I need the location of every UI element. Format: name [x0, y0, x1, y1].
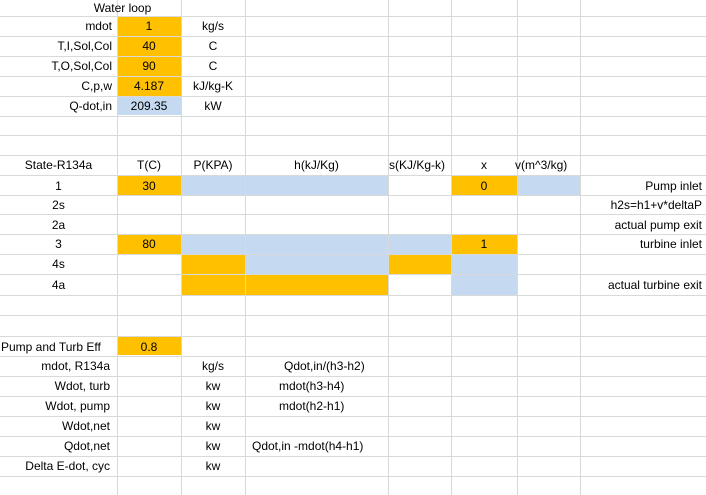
- cell-fill: [117, 337, 181, 355]
- water-unit: kW: [204, 99, 222, 113]
- state-note: turbine inlet: [639, 237, 702, 251]
- state-note: actual turbine exit: [607, 278, 702, 292]
- result-unit: kw: [205, 459, 221, 473]
- cell-fill: [117, 176, 181, 196]
- water-label: mdot: [85, 19, 112, 33]
- cell-fill: [388, 254, 451, 274]
- result-formula: Qdot,in/(h3-h2): [284, 359, 365, 373]
- state-label: 4s: [52, 257, 65, 271]
- efficiency-value-cell[interactable]: 0.8: [140, 340, 158, 354]
- state-x-cell[interactable]: 1: [480, 237, 488, 251]
- water-value-cell[interactable]: 40: [142, 39, 156, 53]
- cell-fill: [517, 176, 580, 196]
- table-header: h(kJ/Kg): [294, 158, 339, 172]
- water-unit: C: [208, 39, 218, 53]
- water-value-cell[interactable]: 1: [145, 19, 153, 33]
- state-T-cell[interactable]: 30: [142, 179, 156, 193]
- result-label: Wdot,net: [61, 419, 110, 433]
- water-value-cell[interactable]: 90: [142, 59, 156, 73]
- water-label: Q-dot,in: [69, 99, 112, 113]
- table-header: P(KPA): [193, 158, 233, 172]
- result-label: Qdot,net: [63, 439, 110, 453]
- cell-fill: [245, 274, 388, 295]
- water-unit: kg/s: [201, 19, 224, 33]
- water-value-cell[interactable]: 209.35: [130, 99, 168, 113]
- table-header: T(C): [137, 158, 161, 172]
- water-unit: C: [208, 59, 218, 73]
- cell-fill: [451, 176, 517, 196]
- state-note: actual pump exit: [614, 218, 702, 232]
- state-note: h2s=h1+v*deltaP: [610, 198, 702, 212]
- state-T-cell[interactable]: 80: [142, 237, 156, 251]
- result-formula: Qdot,in -mdot(h4-h1): [252, 439, 364, 453]
- result-formula: mdot(h3-h4): [279, 379, 345, 393]
- table-header: x: [481, 158, 487, 172]
- table-header: State-R134a: [24, 158, 93, 172]
- water-unit: kJ/kg-K: [192, 79, 233, 93]
- efficiency-label: Pump and Turb Eff: [1, 340, 101, 354]
- table-header: v(m^3/kg): [515, 158, 568, 172]
- table-header: s(KJ/Kg-k): [389, 158, 446, 172]
- cell-fill: [245, 254, 388, 274]
- result-unit: kw: [205, 419, 221, 433]
- water-loop-title: Water loop: [93, 1, 152, 15]
- state-label: 4a: [51, 278, 66, 292]
- state-label: 2s: [52, 198, 65, 212]
- cell-fill: [181, 176, 388, 196]
- result-unit: kw: [205, 379, 221, 393]
- result-label: Wdot, turb: [54, 379, 110, 393]
- cell-fill: [451, 234, 517, 254]
- state-label: 3: [55, 237, 62, 251]
- water-label: T,O,Sol,Col: [51, 59, 112, 73]
- state-x-cell[interactable]: 0: [480, 179, 488, 193]
- result-label: Wdot, pump: [45, 399, 110, 413]
- result-label: mdot, R134a: [41, 359, 110, 373]
- result-formula: mdot(h2-h1): [279, 399, 345, 413]
- result-label: Delta E-dot, cyc: [25, 459, 110, 473]
- state-label: 2a: [51, 218, 66, 232]
- cell-fill: [181, 234, 451, 254]
- state-label: 1: [55, 179, 62, 193]
- cell-fill: [117, 234, 181, 254]
- state-note: Pump inlet: [645, 179, 702, 193]
- cell-fill: [117, 97, 181, 115]
- water-value-cell[interactable]: 4.187: [133, 79, 165, 93]
- water-label: T,I,Sol,Col: [57, 39, 112, 53]
- water-label: C,p,w: [81, 79, 112, 93]
- result-unit: kw: [205, 439, 221, 453]
- result-unit: kw: [205, 399, 221, 413]
- result-unit: kg/s: [201, 359, 224, 373]
